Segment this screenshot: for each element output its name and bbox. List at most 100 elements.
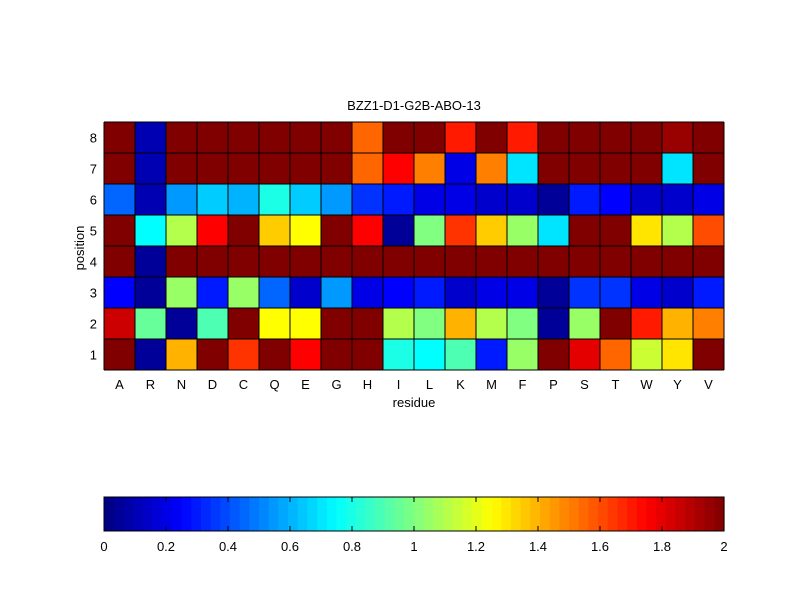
heatmap-cell [631,308,662,339]
heatmap-grid [103,121,725,371]
colorbar-swatch [191,497,202,531]
heatmap-cell [352,215,383,246]
heatmap-cell [445,122,476,153]
colorbar-swatch [530,497,541,531]
colorbar-swatch [627,497,638,531]
heatmap-cell [538,153,569,184]
colorbar-swatch [152,497,163,531]
colorbar-swatch [598,497,609,531]
heatmap-cell [414,153,445,184]
colorbar-swatch [588,497,599,531]
colorbar-swatch [404,497,415,531]
colorbar-swatch [559,497,570,531]
colorbar-swatch [452,497,464,531]
heatmap-cell [383,308,414,339]
heatmap-cell [414,122,445,153]
heatmap-cell [166,339,197,370]
heatmap-cell [414,308,445,339]
colorbar-swatch [210,497,221,531]
heatmap-cell [476,339,507,370]
x-tick-label: Y [673,377,682,392]
colorbar-swatch [433,497,444,531]
heatmap-cell [507,184,538,215]
x-tick-label: M [486,377,497,392]
heatmap-cell [104,153,135,184]
heatmap-cell [259,277,290,308]
heatmap-cell [135,215,166,246]
heatmap-cell [228,153,259,184]
heatmap-cell [135,339,166,370]
heatmap-cell [414,339,445,370]
heatmap-cell [476,308,507,339]
colorbar-swatch [113,497,124,531]
colorbar-swatch [346,497,357,531]
heatmap-cell [600,308,631,339]
heatmap-cell [290,277,321,308]
heatmap-cell [662,215,693,246]
colorbar-tick-label: 0.6 [281,539,299,554]
heatmap-cell [321,215,352,246]
heatmap-cell [569,246,600,277]
colorbar-tick-label: 1.6 [591,539,609,554]
colorbar-swatch [200,497,212,531]
colorbar-swatch [268,497,279,531]
colorbar-swatch [510,497,522,531]
heatmap-cell [383,339,414,370]
colorbar-tick-label: 1.2 [467,539,485,554]
x-tick-label: C [239,377,248,392]
colorbar-swatch [665,497,677,531]
heatmap-cell [693,277,724,308]
heatmap-cells [104,122,724,370]
heatmap-cell [693,184,724,215]
y-axis-ticks: 1 2 3 4 5 6 7 8 [90,131,97,363]
heatmap-cell [445,339,476,370]
heatmap-cell [507,215,538,246]
colorbar-swatch [123,497,134,531]
heatmap-cell [662,246,693,277]
heatmap-cell [135,153,166,184]
colorbar-swatch [297,497,309,531]
heatmap-cell [569,339,600,370]
heatmap-cell [166,184,197,215]
heatmap-cell [569,308,600,339]
heatmap-cell [476,215,507,246]
colorbar-tick-label: 0.8 [343,539,361,554]
x-tick-label: W [640,377,653,392]
colorbar-swatch [617,497,628,531]
colorbar-tick-label: 0 [100,539,107,554]
x-axis-label: residue [393,395,436,410]
colorbar-swatch [336,497,347,531]
heatmap-cell [693,246,724,277]
colorbar-swatch [384,497,396,531]
heatmap-cell [352,122,383,153]
colorbar-swatch [326,497,338,531]
heatmap-cell [197,339,228,370]
heatmap-cell [538,339,569,370]
heatmap-cell [538,122,569,153]
heatmap-cell [569,215,600,246]
heatmap-cell [538,184,569,215]
x-tick-label: A [115,377,124,392]
colorbar-swatch [142,497,154,531]
colorbar-swatch [694,497,706,531]
heatmap-cell [693,308,724,339]
heatmap-cell [507,122,538,153]
heatmap-cell [600,184,631,215]
colorbar-ticks: 0 0.2 0.4 0.6 0.8 1 1.2 1.4 1.6 1.8 2 [100,497,728,554]
heatmap-cell [290,246,321,277]
colorbar-tick-label: 1.4 [529,539,547,554]
heatmap-cell [228,184,259,215]
heatmap-cell [197,308,228,339]
x-tick-label: P [549,377,558,392]
heatmap-cell [135,122,166,153]
heatmap-cell [228,277,259,308]
colorbar-swatch [675,497,686,531]
heatmap-cell [662,308,693,339]
heatmap-cell [445,184,476,215]
x-tick-label: G [331,377,341,392]
heatmap-cell [104,339,135,370]
heatmap-cell [197,215,228,246]
colorbar-swatch [539,497,551,531]
